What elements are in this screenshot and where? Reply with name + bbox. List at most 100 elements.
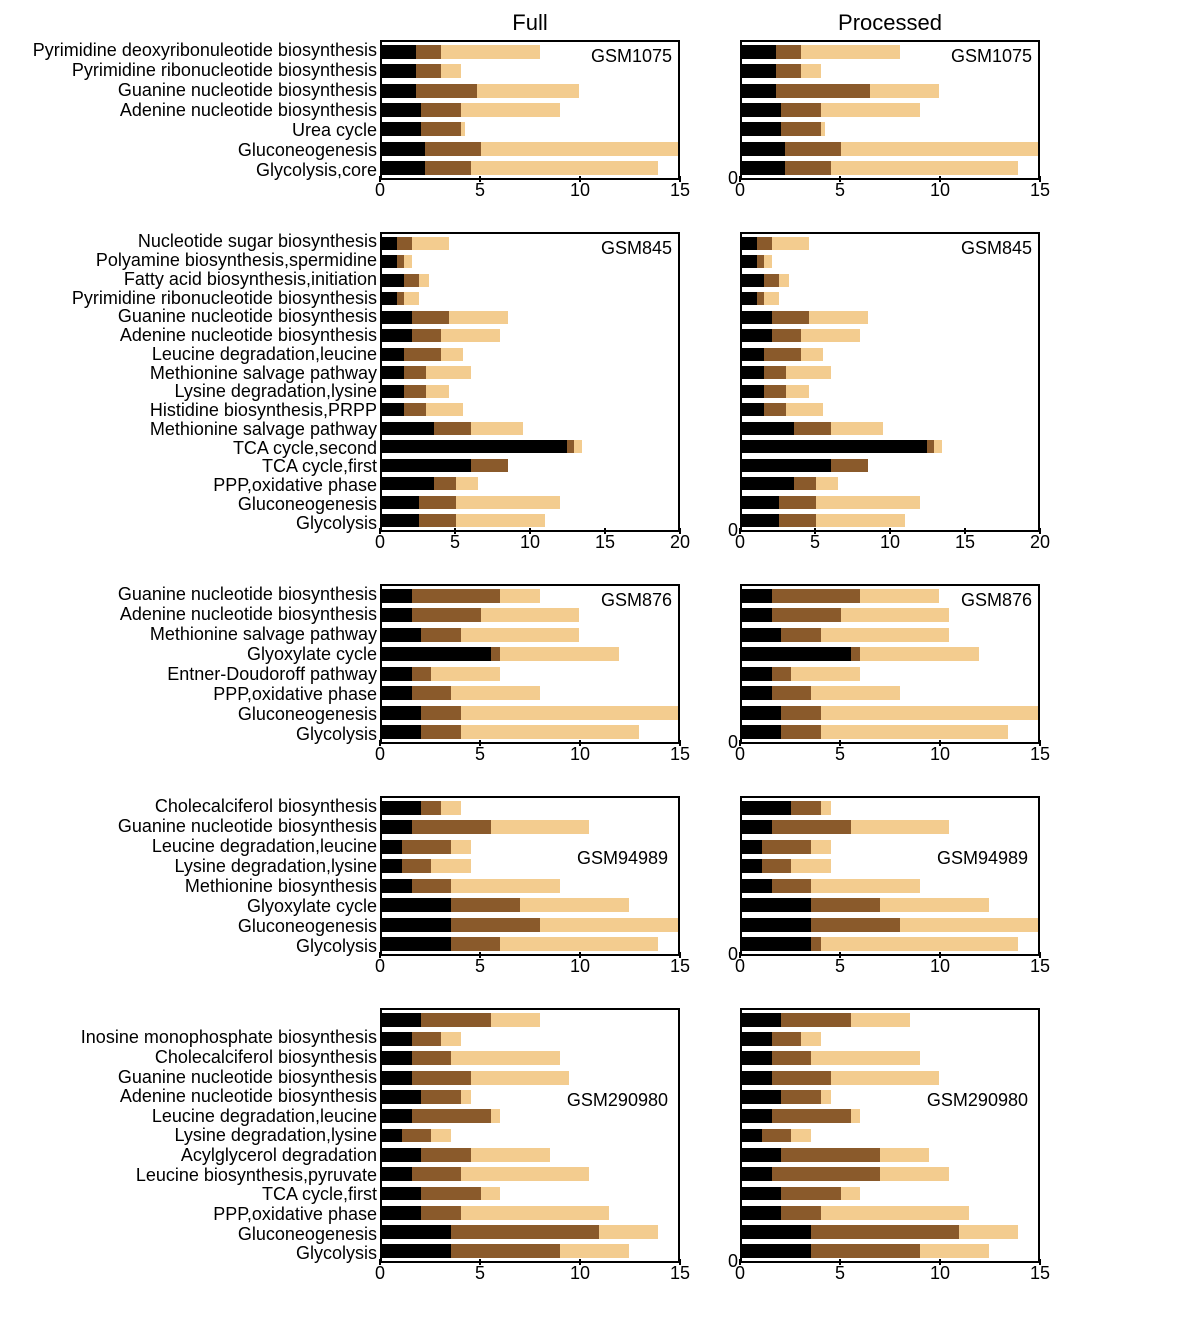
- y-tick-label: Leucine degradation,leucine: [10, 345, 380, 364]
- y-tick-label: Gluconeogenesis: [10, 704, 380, 724]
- bar: [742, 647, 979, 661]
- processed-chart: GSM8760: [740, 584, 1040, 744]
- bar: [382, 161, 658, 175]
- x-axis: 05101520: [740, 532, 1040, 562]
- x-tick-label: 10: [570, 180, 590, 201]
- y-tick-label: Gluconeogenesis: [10, 495, 380, 514]
- bar: [382, 706, 678, 720]
- bar: [742, 1225, 1018, 1239]
- bar: [382, 1206, 609, 1220]
- x-tick-label: 5: [835, 1263, 845, 1284]
- y-labels: Guanine nucleotide biosynthesisAdenine n…: [10, 584, 380, 744]
- x-tick-label: 5: [450, 532, 460, 553]
- y-tick-label: Cholecalciferol biosynthesis: [10, 1047, 380, 1067]
- y-tick-label: Urea cycle: [10, 120, 380, 140]
- y-labels: Cholecalciferol biosynthesisGuanine nucl…: [10, 796, 380, 956]
- full-chart: GSM1075: [380, 40, 680, 180]
- y-tick-label: Gluconeogenesis: [10, 1224, 380, 1244]
- bar: [742, 237, 809, 250]
- processed-chart: GSM2909800: [740, 1008, 1040, 1263]
- x-tick-label: 5: [475, 180, 485, 201]
- y-tick-label: Glycolysis: [10, 936, 380, 956]
- bar: [742, 918, 1038, 932]
- bar: [382, 1148, 550, 1162]
- x-tick-label: 10: [880, 532, 900, 553]
- y-tick-label: Entner-Doudoroff pathway: [10, 664, 380, 684]
- y-tick-label: Methionine salvage pathway: [10, 624, 380, 644]
- bar: [382, 496, 560, 509]
- bar: [382, 918, 678, 932]
- y-tick-label: Guanine nucleotide biosynthesis: [10, 80, 380, 100]
- bar: [382, 859, 471, 873]
- bar: [742, 1167, 949, 1181]
- x-tick-label: 0: [735, 956, 745, 977]
- x-tick-label: 10: [930, 744, 950, 765]
- bar: [742, 1013, 910, 1027]
- bar: [742, 311, 868, 324]
- bar: [382, 1244, 629, 1258]
- bar: [742, 122, 825, 136]
- y-tick-label: Glycolysis,core: [10, 160, 380, 180]
- x-tick-label: 10: [520, 532, 540, 553]
- bar: [742, 274, 789, 287]
- y-labels: Pyrimidine deoxyribonuleotide biosynthes…: [10, 40, 380, 180]
- y-tick-label: Glycolysis: [10, 724, 380, 744]
- bar: [382, 725, 639, 739]
- bar: [382, 84, 579, 98]
- x-axis: 05101520: [380, 532, 680, 562]
- y-tick-label: Methionine salvage pathway: [10, 363, 380, 382]
- y-tick-label: PPP,oxidative phase: [10, 684, 380, 704]
- bar: [742, 348, 823, 361]
- bar: [742, 366, 831, 379]
- x-tick-label: 20: [670, 532, 690, 553]
- y-tick-label: [10, 1008, 380, 1028]
- y-tick-label: Gluconeogenesis: [10, 916, 380, 936]
- bar: [742, 628, 949, 642]
- x-tick-label: 15: [595, 532, 615, 553]
- bar: [742, 801, 831, 815]
- bar: [382, 142, 678, 156]
- x-tick-label: 0: [375, 532, 385, 553]
- bar: [742, 608, 949, 622]
- x-axis: 051015: [380, 744, 680, 774]
- bar: [742, 459, 868, 472]
- bar: [742, 255, 772, 268]
- processed-chart: GSM949890: [740, 796, 1040, 956]
- x-tick-label: 5: [475, 1263, 485, 1284]
- y-tick-label: Gluconeogenesis: [10, 140, 380, 160]
- y-tick-label: Pyrimidine ribonucleotide biosynthesis: [10, 60, 380, 80]
- bar: [382, 1225, 658, 1239]
- x-tick-label: 10: [570, 956, 590, 977]
- bar: [382, 1187, 500, 1201]
- bar: [742, 514, 905, 527]
- bar: [382, 1090, 471, 1104]
- y-tick-label: Inosine monophosphate biosynthesis: [10, 1028, 380, 1048]
- bar: [382, 840, 471, 854]
- x-tick-label: 5: [475, 956, 485, 977]
- x-axis: 051015: [740, 1263, 1040, 1293]
- y-tick-label: Glyoxylate cycle: [10, 896, 380, 916]
- bar: [742, 1071, 939, 1085]
- x-tick-label: 5: [835, 744, 845, 765]
- y-tick-label: Adenine nucleotide biosynthesis: [10, 604, 380, 624]
- bar: [742, 403, 823, 416]
- x-axis: 051015: [740, 956, 1040, 986]
- x-tick-label: 20: [1030, 532, 1050, 553]
- y-tick-label: Methionine salvage pathway: [10, 420, 380, 439]
- bar: [742, 1129, 811, 1143]
- full-chart: GSM94989: [380, 796, 680, 956]
- y-tick-label: Glycolysis: [10, 513, 380, 532]
- y-tick-label: Glycolysis: [10, 1243, 380, 1263]
- y-tick-label: Lysine degradation,lysine: [10, 856, 380, 876]
- bar: [742, 1244, 989, 1258]
- y-tick-label: Leucine biosynthesis,pyruvate: [10, 1165, 380, 1185]
- bar: [742, 725, 1008, 739]
- x-tick-label: 15: [670, 180, 690, 201]
- bar: [382, 237, 449, 250]
- bar: [382, 440, 582, 453]
- y-tick-label: Guanine nucleotide biosynthesis: [10, 584, 380, 604]
- bar: [382, 1129, 451, 1143]
- bar: [742, 820, 949, 834]
- panel-tag: GSM290980: [927, 1090, 1028, 1111]
- x-tick-label: 5: [835, 956, 845, 977]
